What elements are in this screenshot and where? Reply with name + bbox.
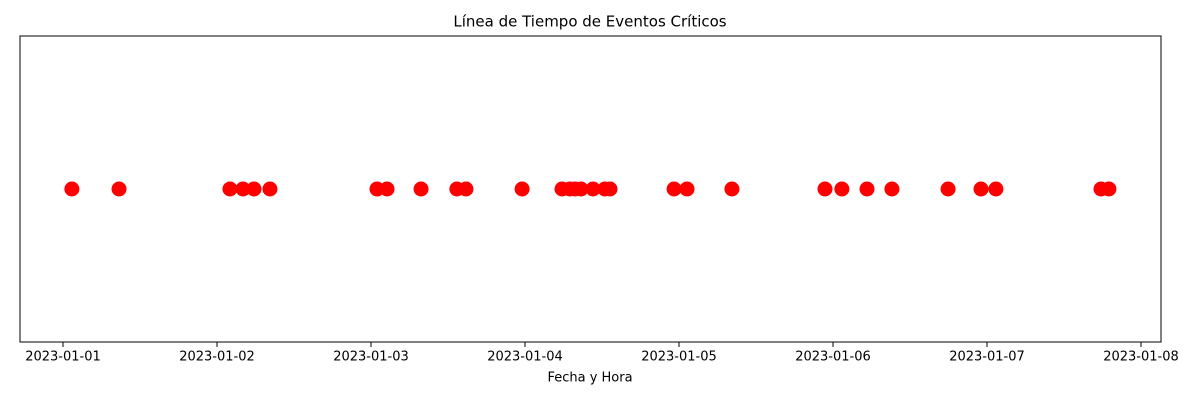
event-point xyxy=(222,181,238,197)
event-point xyxy=(988,181,1004,197)
x-tick-label: 2023-01-07 xyxy=(949,350,1025,365)
x-tick-label: 2023-01-01 xyxy=(25,350,101,365)
event-point xyxy=(262,181,278,197)
event-point xyxy=(458,181,474,197)
event-point xyxy=(514,181,530,197)
event-point xyxy=(859,181,875,197)
event-point xyxy=(602,181,618,197)
event-point xyxy=(573,181,589,197)
event-point xyxy=(246,181,262,197)
event-point xyxy=(413,181,429,197)
x-tick-label: 2023-01-03 xyxy=(333,350,409,365)
event-point xyxy=(834,181,850,197)
x-axis-label: Fecha y Hora xyxy=(547,371,632,386)
chart-title: Línea de Tiempo de Eventos Críticos xyxy=(453,13,726,31)
event-point xyxy=(817,181,833,197)
x-tick-label: 2023-01-02 xyxy=(179,350,255,365)
event-point xyxy=(679,181,695,197)
event-point xyxy=(884,181,900,197)
x-tick-label: 2023-01-06 xyxy=(795,350,871,365)
plot-frame xyxy=(19,35,1162,343)
event-point xyxy=(1101,181,1117,197)
event-point xyxy=(940,181,956,197)
event-point xyxy=(379,181,395,197)
event-point xyxy=(973,181,989,197)
event-point xyxy=(666,181,682,197)
x-tick-label: 2023-01-04 xyxy=(487,350,563,365)
event-point xyxy=(111,181,127,197)
event-point xyxy=(64,181,80,197)
x-tick-label: 2023-01-08 xyxy=(1103,350,1179,365)
event-point xyxy=(235,181,251,197)
event-point xyxy=(724,181,740,197)
event-point xyxy=(585,181,601,197)
x-tick-label: 2023-01-05 xyxy=(641,350,717,365)
